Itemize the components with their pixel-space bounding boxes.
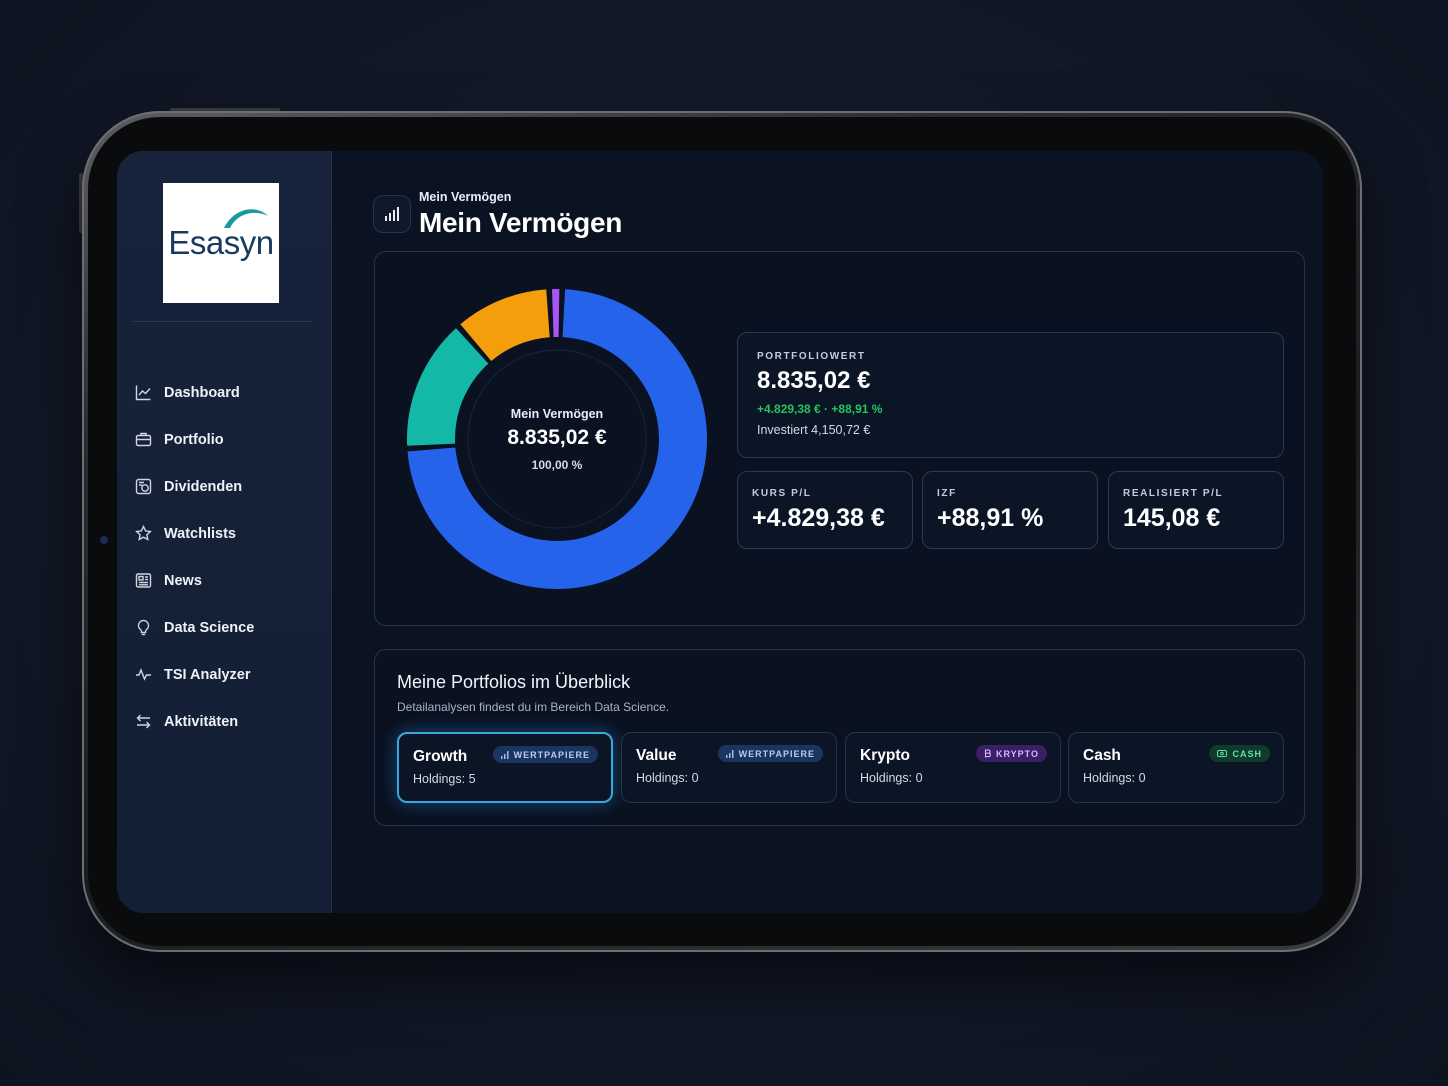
sidebar-item-data-science[interactable]: Data Science: [134, 604, 254, 651]
kurs-pl-value: +4.829,38 €: [752, 504, 885, 532]
sidebar-item-label: News: [164, 572, 202, 589]
portfolio-card-cash[interactable]: Cash Holdings: 0 CASH: [1068, 732, 1284, 803]
portfolios-overview-panel: Meine Portfolios im Überblick Detailanal…: [374, 649, 1305, 826]
portfolio-card-holdings: Holdings: 5: [413, 772, 476, 786]
portfolio-card-holdings: Holdings: 0: [860, 771, 923, 785]
tablet-top-button: [170, 108, 280, 112]
badge-label: KRYPTO: [995, 748, 1039, 759]
donut-segment-0[interactable]: [407, 289, 707, 589]
donut-center-percent: 100,00 %: [531, 457, 583, 472]
portfolio-value-card[interactable]: PORTFOLIOWERT 8.835,02 € +4.829,38 € · +…: [737, 332, 1284, 458]
donut-segment-1[interactable]: [407, 328, 489, 446]
logo-swoosh-icon: [224, 209, 269, 228]
sidebar-item-label: Dashboard: [164, 384, 240, 401]
portfolio-value: 8.835,02 €: [757, 367, 871, 394]
badge-label: WERTPAPIERE: [513, 749, 590, 760]
portfolio-type-badge: CASH: [1209, 745, 1270, 762]
sidebar-divider: [133, 321, 311, 322]
sidebar-item-news[interactable]: News: [134, 557, 254, 604]
sidebar: Esasyn Dashboard Portfolio Divid: [117, 151, 332, 913]
page-title: Mein Vermögen: [419, 207, 623, 238]
portfolio-card-name: Growth: [413, 748, 468, 765]
realized-pl-value: 145,08 €: [1123, 504, 1221, 532]
kurs-pl-card[interactable]: KURS P/L +4.829,38 €: [737, 471, 913, 549]
sidebar-item-label: TSI Analyzer: [164, 666, 251, 683]
izf-card[interactable]: IZF +88,91 %: [922, 471, 1098, 549]
donut-chart: Mein Vermögen 8.835,02 € 100,00 %: [406, 282, 708, 596]
camera-dot: [100, 536, 108, 544]
activity-icon: [134, 666, 152, 684]
portfolio-card-name: Cash: [1083, 747, 1121, 764]
logo[interactable]: Esasyn: [163, 183, 279, 303]
portfolio-card-name: Krypto: [860, 747, 910, 764]
sidebar-item-aktivitaeten[interactable]: Aktivitäten: [134, 698, 254, 745]
logo-text: Esasyn: [168, 209, 274, 262]
portfolio-card-name: Value: [636, 747, 677, 764]
bar-signal-icon: [500, 750, 509, 759]
sidebar-item-tsi-analyzer[interactable]: TSI Analyzer: [134, 651, 254, 698]
page-subtitle: Mein Vermögen: [419, 190, 512, 204]
donut-inner-ring: [467, 349, 647, 529]
sidebar-item-dashboard[interactable]: Dashboard: [134, 369, 254, 416]
sidebar-item-label: Aktivitäten: [164, 713, 239, 730]
chart-line-icon: [134, 384, 152, 402]
portfolio-card-holdings: Holdings: 0: [636, 771, 699, 785]
tablet-side-button: [79, 173, 83, 233]
bar-signal-icon: [373, 195, 411, 233]
portfolio-card-growth[interactable]: Growth Holdings: 5 WERTPAPIERE: [397, 732, 613, 803]
app-screen: Esasyn Dashboard Portfolio Divid: [117, 151, 1323, 913]
lightbulb-icon: [134, 619, 152, 637]
portfolio-invested: Investiert 4,150,72 €: [757, 423, 871, 437]
arrows-exchange-icon: [134, 713, 152, 731]
portfolio-type-badge: WERTPAPIERE: [717, 745, 823, 762]
portfolio-delta: +4.829,38 € · +88,91 %: [757, 402, 883, 416]
badge-label: CASH: [1232, 748, 1262, 759]
newspaper-icon: [134, 572, 152, 590]
sidebar-item-dividenden[interactable]: Dividenden: [134, 463, 254, 510]
main-content: Mein Vermögen Mein Vermögen Mein Vermöge…: [332, 151, 1323, 913]
dividend-icon: [134, 478, 152, 496]
kurs-pl-caption: KURS P/L: [752, 488, 812, 499]
briefcase-icon: [134, 431, 152, 449]
portfolios-title: Meine Portfolios im Überblick: [397, 672, 631, 692]
sidebar-item-label: Dividenden: [164, 478, 243, 495]
portfolio-value-caption: PORTFOLIOWERT: [757, 351, 866, 362]
badge-label: WERTPAPIERE: [738, 748, 815, 759]
portfolios-subtitle: Detailanalysen findest du im Bereich Dat…: [397, 700, 670, 714]
portfolio-type-badge: WERTPAPIERE: [492, 746, 598, 763]
realized-pl-card[interactable]: REALISIERT P/L 145,08 €: [1108, 471, 1284, 549]
bitcoin-icon: [984, 749, 991, 758]
sidebar-item-portfolio[interactable]: Portfolio: [134, 416, 254, 463]
sidebar-nav: Dashboard Portfolio Dividenden Watchlist…: [134, 369, 254, 745]
logo-wordmark: Esasyn: [168, 224, 274, 261]
donut-svg: [407, 289, 707, 589]
sidebar-item-label: Portfolio: [164, 431, 224, 448]
realized-pl-caption: REALISIERT P/L: [1123, 488, 1224, 499]
donut-center: Mein Vermögen 8.835,02 € 100,00 %: [406, 282, 708, 596]
donut-center-label: Mein Vermögen: [510, 406, 604, 421]
sidebar-item-watchlists[interactable]: Watchlists: [134, 510, 254, 557]
portfolio-card-value[interactable]: Value Holdings: 0 WERTPAPIERE: [621, 732, 837, 803]
donut-center-value: 8.835,02 €: [507, 425, 607, 449]
sidebar-item-label: Data Science: [164, 619, 255, 636]
banknote-icon: [1217, 750, 1228, 757]
izf-value: +88,91 %: [937, 504, 1044, 532]
wealth-overview-panel: Mein Vermögen 8.835,02 € 100,00 % PORTFO…: [374, 251, 1305, 626]
izf-caption: IZF: [937, 488, 957, 499]
portfolio-card-krypto[interactable]: Krypto Holdings: 0 KRYPTO: [845, 732, 1061, 803]
bar-signal-icon: [725, 749, 734, 758]
sidebar-item-label: Watchlists: [164, 525, 236, 542]
star-icon: [134, 525, 152, 543]
donut-segment-2[interactable]: [460, 289, 550, 361]
portfolio-type-badge: KRYPTO: [975, 745, 1047, 762]
donut-segment-3[interactable]: [551, 289, 560, 338]
portfolio-card-holdings: Holdings: 0: [1083, 771, 1146, 785]
